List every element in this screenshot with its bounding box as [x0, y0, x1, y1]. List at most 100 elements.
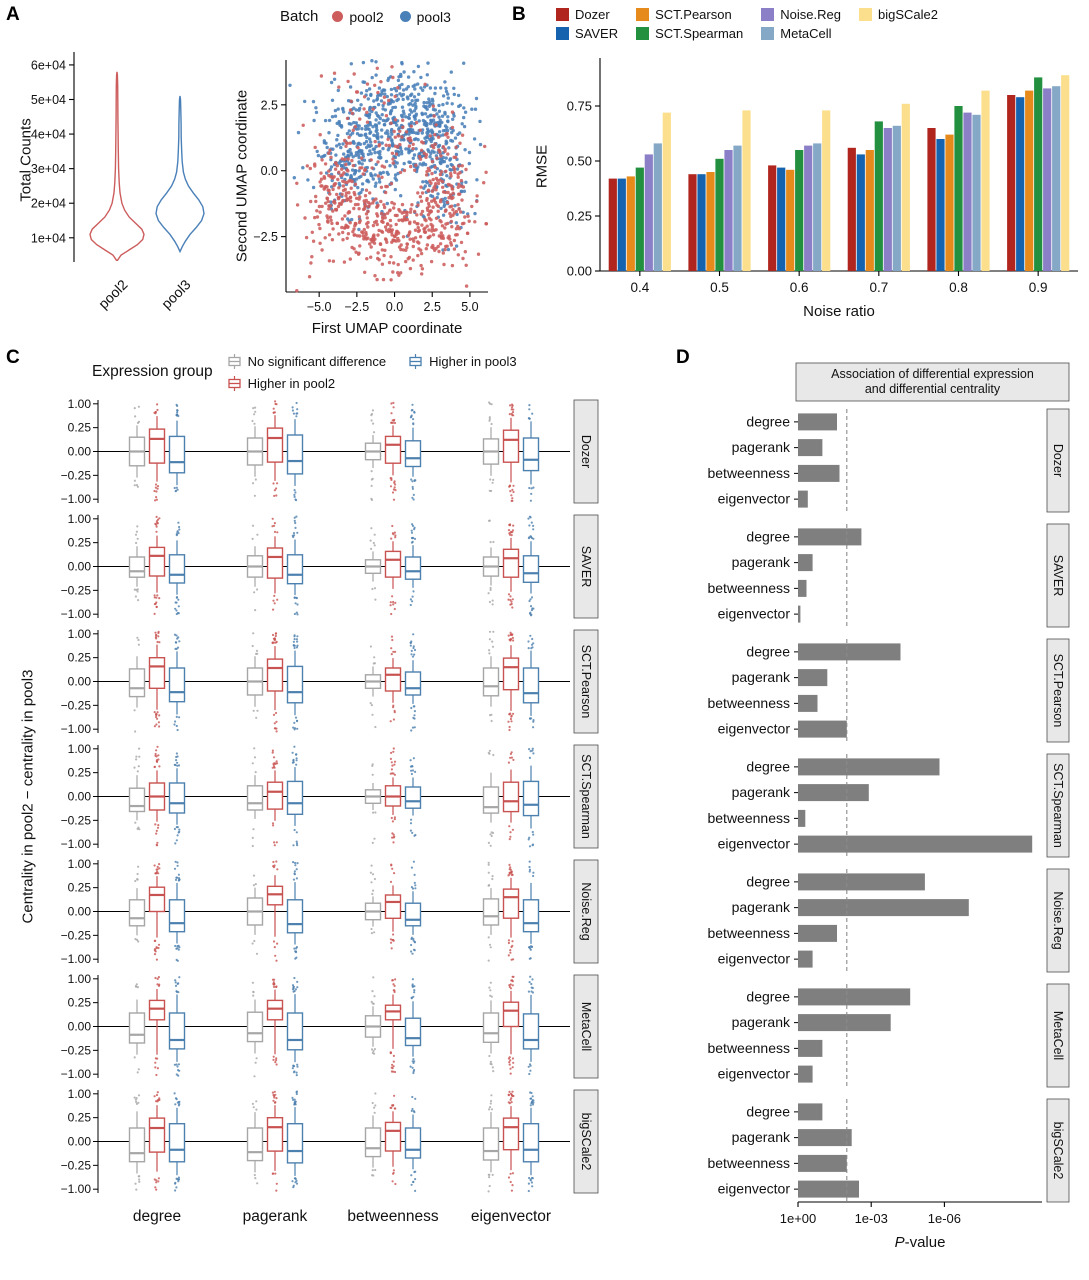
svg-text:eigenvector: eigenvector — [718, 721, 791, 737]
svg-text:−5.0: −5.0 — [307, 300, 332, 314]
d-facet-label-MetaCell: MetaCell — [1051, 1011, 1065, 1060]
MetaCell-swatch-icon — [761, 27, 775, 40]
rmse-legend-label: SCT.Spearman — [655, 26, 744, 41]
svg-text:pagerank: pagerank — [732, 899, 791, 915]
Noise.Reg-swatch-icon — [761, 8, 775, 21]
svg-text:pagerank: pagerank — [732, 1014, 791, 1030]
rmse-legend-label: SCT.Pearson — [655, 7, 732, 22]
svg-text:0.25: 0.25 — [68, 1111, 92, 1125]
facet-label-MetaCell: MetaCell — [579, 1002, 593, 1051]
svg-text:−0.25: −0.25 — [61, 1043, 92, 1057]
batch-legend: Batch pool2 pool3 — [280, 8, 451, 25]
svg-text:1e+04: 1e+04 — [31, 231, 66, 245]
boxplot-key-icon — [227, 353, 241, 369]
svg-text:1.00: 1.00 — [68, 972, 92, 986]
expression-legend-label: No significant difference — [247, 353, 387, 369]
svg-text:0.00: 0.00 — [68, 675, 92, 689]
svg-text:1e-03: 1e-03 — [855, 1211, 888, 1226]
svg-text:−0.25: −0.25 — [61, 1158, 92, 1172]
pool3-dot-icon — [399, 11, 411, 22]
svg-text:−1.00: −1.00 — [61, 1067, 92, 1081]
svg-text:degree: degree — [746, 413, 790, 429]
svg-text:1.00: 1.00 — [68, 742, 92, 756]
svg-text:0.25: 0.25 — [567, 209, 592, 224]
svg-text:0.7: 0.7 — [869, 280, 888, 295]
svg-text:0.9: 0.9 — [1029, 280, 1048, 295]
rmse-y-axis-label: RMSE — [534, 145, 551, 188]
svg-text:0.00: 0.00 — [68, 1135, 92, 1149]
svg-text:5e+04: 5e+04 — [31, 93, 66, 107]
svg-text:0.6: 0.6 — [790, 280, 809, 295]
svg-text:−1.00: −1.00 — [61, 952, 92, 966]
svg-text:−0.25: −0.25 — [61, 928, 92, 942]
svg-text:−1.00: −1.00 — [61, 722, 92, 736]
svg-text:−1.00: −1.00 — [61, 607, 92, 621]
facet-label-SCT.Spearman: SCT.Spearman — [579, 754, 593, 839]
d-facet-label-SCT.Spearman: SCT.Spearman — [1051, 763, 1065, 848]
panel-d-label: D — [676, 347, 690, 368]
rmse-legend-label: Noise.Reg — [780, 7, 841, 22]
expression-legend-item: Higher in pool3 — [408, 353, 517, 370]
svg-text:betweenness: betweenness — [707, 1155, 790, 1171]
facet-label-SCT.Pearson: SCT.Pearson — [579, 645, 593, 719]
svg-text:1.00: 1.00 — [68, 1087, 92, 1101]
svg-text:2e+04: 2e+04 — [31, 197, 66, 211]
svg-text:eigenvector: eigenvector — [718, 951, 791, 967]
svg-text:4e+04: 4e+04 — [31, 128, 66, 142]
violin-y-axis-label: Total Counts — [18, 118, 35, 201]
svg-text:0.8: 0.8 — [949, 280, 968, 295]
expression-legend-item: Higher in pool2 — [227, 375, 387, 392]
SCT.Spearman-swatch-icon — [636, 27, 650, 40]
svg-text:2.5: 2.5 — [261, 98, 278, 112]
svg-text:0.25: 0.25 — [68, 996, 92, 1010]
rmse-legend-label: MetaCell — [780, 26, 832, 41]
bigSCale2-swatch-icon — [858, 8, 872, 21]
expression-group-legend: Expression group No significant differen… — [92, 350, 517, 394]
svg-text:0.25: 0.25 — [68, 881, 92, 895]
svg-text:0.00: 0.00 — [68, 560, 92, 574]
d-title-line-1: Association of differential expression — [831, 367, 1034, 381]
svg-text:0.50: 0.50 — [567, 154, 592, 169]
svg-text:0.00: 0.00 — [567, 264, 592, 279]
rmse-legend-label: bigSCale2 — [877, 7, 938, 22]
svg-text:pagerank: pagerank — [732, 784, 791, 800]
expression-legend-label: Higher in pool3 — [429, 353, 517, 369]
svg-text:0.75: 0.75 — [567, 99, 592, 114]
rmse-legend-item-SAVER: SAVER — [556, 26, 618, 41]
Dozer-swatch-icon — [556, 8, 569, 21]
facet-label-Dozer: Dozer — [579, 435, 593, 468]
rmse-legend-item-SCT.Spearman: SCT.Spearman — [636, 26, 743, 41]
svg-text:degree: degree — [746, 1103, 790, 1119]
rmse-legend-item-MetaCell: MetaCell — [761, 26, 841, 41]
svg-text:pagerank: pagerank — [732, 669, 791, 685]
svg-text:−1.00: −1.00 — [61, 1182, 92, 1196]
svg-text:1e+00: 1e+00 — [780, 1211, 817, 1226]
expression-group-legend-title: Expression group — [92, 363, 213, 380]
d-facet-label-Dozer: Dozer — [1051, 444, 1065, 477]
svg-text:betweenness: betweenness — [707, 695, 790, 711]
d-title-line-2: and differential centrality — [865, 382, 1001, 396]
batch-legend-title: Batch — [280, 8, 319, 25]
rmse-x-axis-label: Noise ratio — [803, 303, 875, 320]
svg-text:3e+04: 3e+04 — [31, 162, 66, 176]
svg-text:pagerank: pagerank — [732, 554, 791, 570]
facet-label-bigSCale2: bigSCale2 — [579, 1113, 593, 1171]
pool2-dot-icon — [332, 11, 344, 22]
violin-x-tick-pool3: pool3 — [158, 276, 194, 312]
svg-text:pagerank: pagerank — [732, 439, 791, 455]
svg-text:0.5: 0.5 — [710, 280, 729, 295]
svg-text:eigenvector: eigenvector — [718, 1181, 791, 1197]
SCT.Pearson-swatch-icon — [636, 8, 650, 21]
svg-text:eigenvector: eigenvector — [718, 1066, 791, 1082]
svg-text:0.25: 0.25 — [68, 766, 92, 780]
svg-text:1.00: 1.00 — [68, 397, 92, 411]
d-x-axis-label: P-value — [895, 1234, 946, 1251]
c-x-tick-pagerank: pagerank — [243, 1208, 308, 1225]
svg-text:−2.5: −2.5 — [253, 230, 278, 244]
d-facet-label-Noise.Reg: Noise.Reg — [1051, 891, 1065, 949]
pvalue-bar-grid: Association of differential expressionan… — [707, 362, 1070, 1251]
svg-text:0.00: 0.00 — [68, 790, 92, 804]
svg-text:0.0: 0.0 — [386, 300, 403, 314]
c-x-tick-betweenness: betweenness — [347, 1208, 439, 1225]
